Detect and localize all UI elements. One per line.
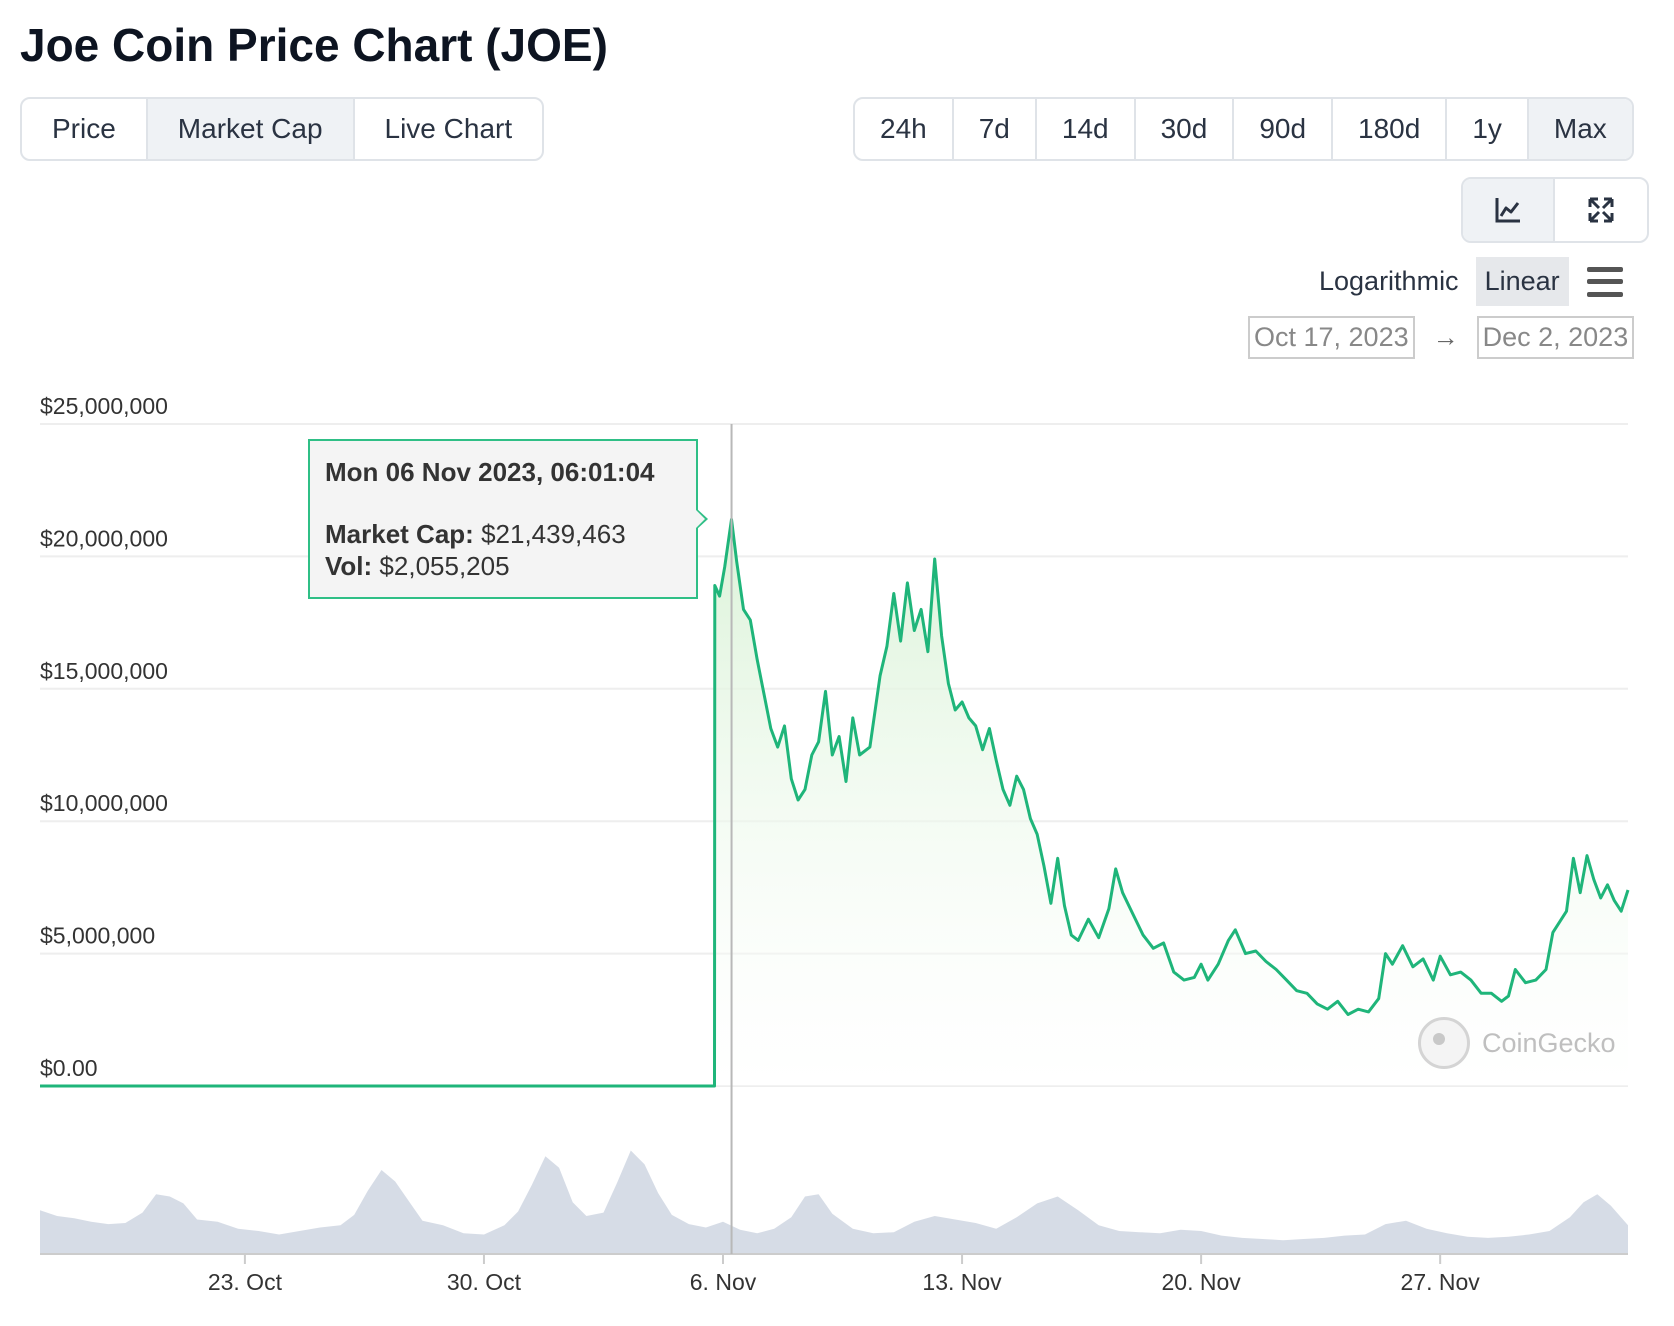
- line-chart-button[interactable]: [1463, 179, 1555, 241]
- expand-icon: [1588, 197, 1614, 223]
- tab-live-chart[interactable]: Live Chart: [384, 113, 513, 144]
- tooltip-date: Mon 06 Nov 2023, 06:01:04: [325, 457, 655, 487]
- market-cap-series: [40, 517, 1630, 1088]
- market-cap-line: [40, 517, 1630, 1088]
- date-to-input[interactable]: Dec 2, 2023: [1476, 316, 1635, 359]
- y-tick-label-0: $0.00: [40, 1055, 98, 1081]
- expand-button[interactable]: [1555, 179, 1647, 241]
- arrow-right-icon: →: [1432, 322, 1459, 352]
- range-1y[interactable]: 1y: [1447, 99, 1529, 159]
- y-tick-label-4: $20,000,000: [40, 525, 168, 551]
- watermark-text: CoinGecko: [1482, 1027, 1616, 1058]
- y-tick-label-1: $5,000,000: [40, 923, 155, 949]
- page-title: Joe Coin Price Chart (JOE): [20, 19, 608, 71]
- scale-toggle: Logarithmic Linear: [1310, 257, 1623, 306]
- x-tick-label-1: 30. Oct: [447, 1269, 522, 1295]
- y-tick-label-3: $15,000,000: [40, 658, 168, 684]
- range-90d[interactable]: 90d: [1234, 99, 1334, 159]
- y-tick-label-2: $10,000,000: [40, 790, 168, 816]
- tab-price[interactable]: Price: [22, 99, 148, 159]
- scale-logarithmic[interactable]: Logarithmic: [1319, 266, 1459, 296]
- chart-tools: [1461, 177, 1649, 243]
- tooltip-market-cap-value: $21,439,463: [481, 519, 626, 549]
- range-max[interactable]: Max: [1528, 99, 1632, 159]
- tooltip-vol-value: $2,055,205: [379, 551, 510, 581]
- view-tabs: Price Market Cap Live Chart: [20, 97, 545, 161]
- range-24h[interactable]: 24h: [855, 99, 954, 159]
- line-chart-icon: [1495, 198, 1520, 223]
- x-axis: 23. Oct 30. Oct 6. Nov 13. Nov 20. Nov 27. No…: [208, 1254, 1480, 1295]
- x-tick-label-3: 13. Nov: [922, 1269, 1002, 1295]
- coingecko-logo-icon: [1418, 1017, 1470, 1069]
- x-tick-label-5: 27. Nov: [1401, 1269, 1481, 1295]
- x-tick-label-2: 6. Nov: [690, 1269, 757, 1295]
- volume-series: [40, 1150, 1628, 1255]
- range-tabs: 24h 7d 14d 30d 90d 180d 1y Max: [853, 97, 1634, 161]
- tab-market-cap[interactable]: Market Cap: [147, 99, 355, 159]
- tooltip-vol-label: Vol:: [325, 551, 373, 581]
- tooltip-vol-row: Vol: $2,055,205: [325, 550, 681, 582]
- menu-icon[interactable]: [1586, 266, 1623, 297]
- date-from-input[interactable]: Oct 17, 2023: [1248, 316, 1415, 359]
- range-14d[interactable]: 14d: [1037, 99, 1136, 159]
- market-cap-area: [714, 519, 1628, 1086]
- x-tick-label-0: 23. Oct: [208, 1269, 283, 1295]
- coingecko-watermark: CoinGecko: [1418, 1017, 1616, 1069]
- scale-linear[interactable]: Linear: [1475, 257, 1569, 306]
- y-axis: $0.00 $5,000,000 $10,000,000 $15,000,000 $20…: [40, 393, 168, 1081]
- chart-tooltip: Mon 06 Nov 2023, 06:01:04 Market Cap: $2…: [308, 439, 698, 599]
- tooltip-pointer-inner: [696, 510, 705, 528]
- y-tick-label-5: $25,000,000: [40, 393, 168, 419]
- range-180d[interactable]: 180d: [1333, 99, 1448, 159]
- volume-area: [40, 1150, 1628, 1254]
- tooltip-market-cap-label: Market Cap:: [325, 519, 474, 549]
- range-30d[interactable]: 30d: [1136, 99, 1235, 159]
- date-range: Oct 17, 2023 → Dec 2, 2023: [1248, 316, 1635, 359]
- tooltip-market-cap-row: Market Cap: $21,439,463: [325, 518, 681, 550]
- x-tick-label-4: 20. Nov: [1161, 1269, 1241, 1295]
- range-7d[interactable]: 7d: [954, 99, 1037, 159]
